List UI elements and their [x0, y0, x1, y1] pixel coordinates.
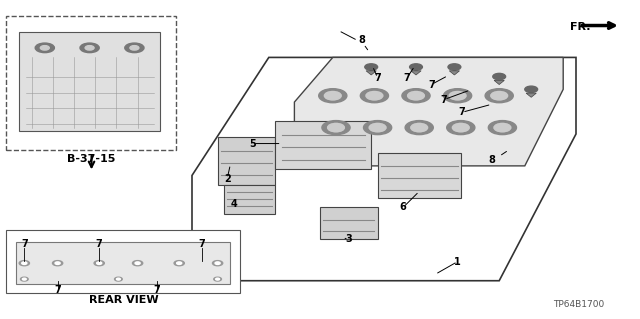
Circle shape — [449, 92, 466, 100]
Circle shape — [40, 46, 49, 50]
Circle shape — [491, 92, 508, 100]
Circle shape — [366, 92, 383, 100]
Polygon shape — [526, 93, 536, 97]
Circle shape — [525, 86, 538, 93]
Circle shape — [324, 92, 341, 100]
Text: 3: 3 — [346, 234, 352, 244]
Text: 7: 7 — [198, 239, 205, 249]
Polygon shape — [411, 71, 421, 75]
Polygon shape — [378, 153, 461, 198]
Text: 7: 7 — [54, 285, 61, 295]
Polygon shape — [224, 185, 275, 214]
Bar — [6, 230, 240, 293]
Text: 7: 7 — [96, 239, 102, 249]
Circle shape — [174, 261, 184, 266]
Circle shape — [369, 123, 386, 132]
Circle shape — [447, 121, 475, 135]
Circle shape — [365, 64, 378, 70]
Circle shape — [215, 262, 220, 264]
Polygon shape — [366, 71, 376, 75]
Circle shape — [324, 92, 341, 100]
Circle shape — [369, 123, 386, 132]
Bar — [16, 242, 230, 284]
Text: 7: 7 — [21, 239, 28, 249]
Circle shape — [444, 89, 472, 103]
Text: 4: 4 — [230, 199, 237, 209]
Circle shape — [411, 123, 428, 132]
Text: 8: 8 — [358, 35, 365, 45]
Text: 7: 7 — [154, 285, 160, 295]
Circle shape — [35, 43, 54, 53]
Text: 2: 2 — [224, 174, 230, 184]
Polygon shape — [294, 57, 563, 166]
Bar — [6, 16, 176, 150]
Circle shape — [485, 89, 513, 103]
Circle shape — [493, 73, 506, 80]
Text: FR.: FR. — [570, 22, 590, 32]
Circle shape — [94, 261, 104, 266]
Circle shape — [408, 92, 424, 100]
Circle shape — [448, 64, 461, 70]
Text: 8: 8 — [488, 155, 495, 165]
Circle shape — [449, 92, 466, 100]
Circle shape — [452, 123, 469, 132]
Circle shape — [319, 89, 347, 103]
Circle shape — [130, 46, 139, 50]
Polygon shape — [19, 32, 160, 131]
Circle shape — [488, 121, 516, 135]
Circle shape — [177, 262, 182, 264]
Circle shape — [116, 278, 120, 280]
Text: 7: 7 — [404, 73, 410, 83]
Circle shape — [452, 123, 469, 132]
Circle shape — [55, 262, 60, 264]
Circle shape — [22, 278, 26, 280]
Circle shape — [132, 261, 143, 266]
Text: 5: 5 — [250, 138, 256, 149]
Circle shape — [364, 121, 392, 135]
Circle shape — [402, 89, 430, 103]
Polygon shape — [494, 80, 504, 85]
Text: B-37-15: B-37-15 — [67, 154, 116, 165]
Circle shape — [491, 92, 508, 100]
Polygon shape — [449, 71, 460, 75]
Text: 7: 7 — [374, 73, 381, 83]
Text: 6: 6 — [400, 202, 406, 212]
Circle shape — [125, 43, 144, 53]
Circle shape — [328, 123, 344, 132]
Text: 7: 7 — [441, 94, 447, 105]
Text: 1: 1 — [454, 256, 461, 267]
Circle shape — [360, 89, 388, 103]
Polygon shape — [218, 137, 275, 185]
Circle shape — [408, 92, 424, 100]
Text: 7: 7 — [459, 107, 465, 117]
Circle shape — [97, 262, 102, 264]
Circle shape — [52, 261, 63, 266]
Text: REAR VIEW: REAR VIEW — [89, 295, 158, 305]
Circle shape — [115, 277, 122, 281]
Circle shape — [322, 121, 350, 135]
Circle shape — [328, 123, 344, 132]
Polygon shape — [275, 121, 371, 169]
Circle shape — [411, 123, 428, 132]
Text: 7: 7 — [428, 79, 435, 90]
Circle shape — [494, 123, 511, 132]
Circle shape — [494, 123, 511, 132]
Circle shape — [135, 262, 140, 264]
Text: TP64B1700: TP64B1700 — [554, 300, 605, 309]
Circle shape — [405, 121, 433, 135]
Circle shape — [19, 261, 29, 266]
Circle shape — [85, 46, 94, 50]
Circle shape — [410, 64, 422, 70]
Circle shape — [214, 277, 221, 281]
Circle shape — [20, 277, 28, 281]
Circle shape — [366, 92, 383, 100]
Circle shape — [216, 278, 220, 280]
Circle shape — [80, 43, 99, 53]
Circle shape — [212, 261, 223, 266]
Polygon shape — [320, 207, 378, 239]
Circle shape — [22, 262, 27, 264]
